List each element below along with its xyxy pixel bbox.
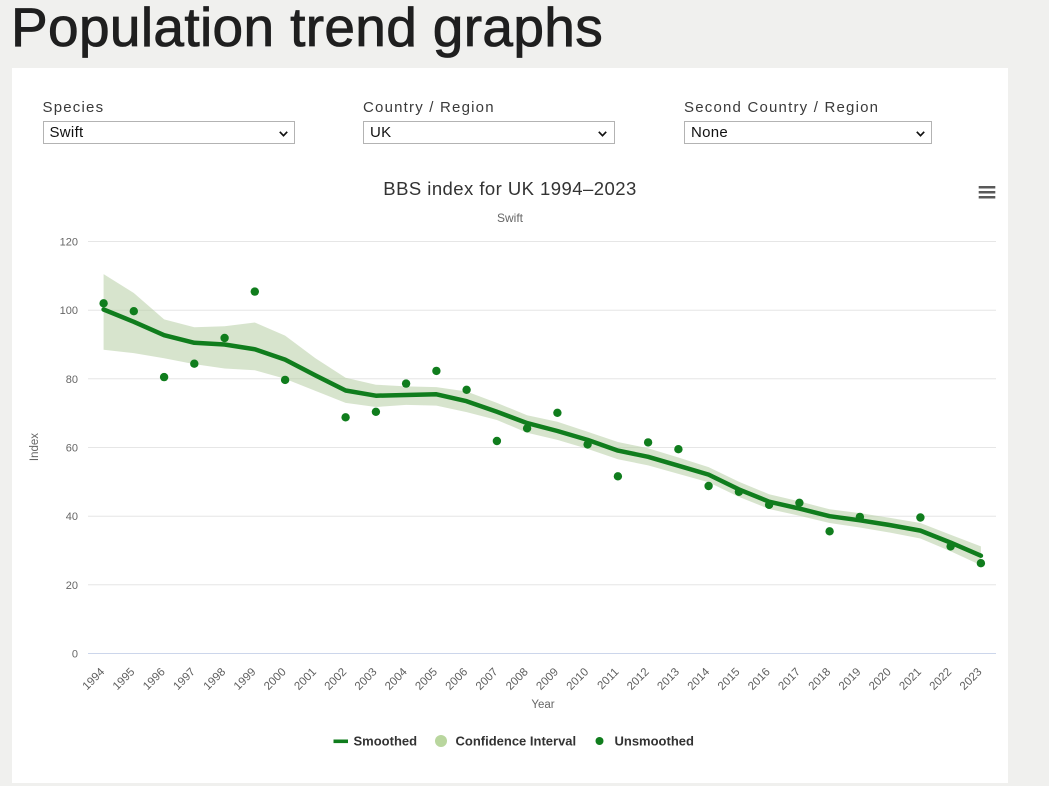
svg-text:40: 40: [66, 511, 78, 523]
svg-text:80: 80: [66, 374, 78, 386]
svg-text:2001: 2001: [292, 666, 319, 693]
svg-text:2006: 2006: [444, 666, 471, 693]
svg-text:2000: 2000: [262, 666, 289, 693]
svg-text:2005: 2005: [413, 666, 440, 693]
svg-text:2022: 2022: [928, 666, 955, 693]
svg-text:Confidence Interval: Confidence Interval: [456, 734, 577, 749]
svg-text:BBS index for UK 1994–2023: BBS index for UK 1994–2023: [383, 178, 636, 199]
svg-text:2020: 2020: [867, 666, 894, 693]
svg-text:2015: 2015: [716, 666, 743, 693]
svg-text:Unsmoothed: Unsmoothed: [615, 734, 695, 749]
svg-text:2004: 2004: [383, 666, 410, 693]
svg-text:20: 20: [66, 580, 78, 592]
svg-text:0: 0: [72, 649, 78, 661]
svg-text:2021: 2021: [897, 666, 924, 693]
svg-text:2018: 2018: [807, 666, 834, 693]
svg-text:2019: 2019: [837, 666, 864, 693]
svg-text:1994: 1994: [81, 666, 108, 693]
svg-text:1996: 1996: [141, 666, 168, 693]
svg-text:Index: Index: [29, 433, 41, 461]
svg-text:2016: 2016: [746, 666, 773, 693]
svg-text:2013: 2013: [655, 666, 682, 693]
svg-text:2002: 2002: [323, 666, 350, 693]
svg-text:120: 120: [60, 237, 78, 249]
svg-text:2012: 2012: [625, 666, 652, 693]
svg-text:Year: Year: [531, 699, 554, 711]
svg-text:2007: 2007: [474, 666, 501, 693]
svg-text:100: 100: [60, 305, 78, 317]
svg-text:2017: 2017: [776, 666, 803, 693]
svg-text:1997: 1997: [171, 666, 198, 693]
svg-text:2023: 2023: [958, 666, 985, 693]
svg-text:2014: 2014: [686, 666, 713, 693]
svg-text:2008: 2008: [504, 666, 531, 693]
svg-text:2010: 2010: [565, 666, 592, 693]
svg-text:2011: 2011: [596, 666, 622, 692]
svg-text:2009: 2009: [534, 666, 561, 693]
svg-text:2003: 2003: [353, 666, 380, 693]
svg-text:1999: 1999: [232, 666, 259, 693]
svg-text:Swift: Swift: [497, 211, 524, 225]
svg-text:Smoothed: Smoothed: [354, 734, 418, 749]
svg-text:1995: 1995: [111, 666, 138, 693]
svg-text:1998: 1998: [202, 666, 229, 693]
svg-text:60: 60: [66, 443, 78, 455]
